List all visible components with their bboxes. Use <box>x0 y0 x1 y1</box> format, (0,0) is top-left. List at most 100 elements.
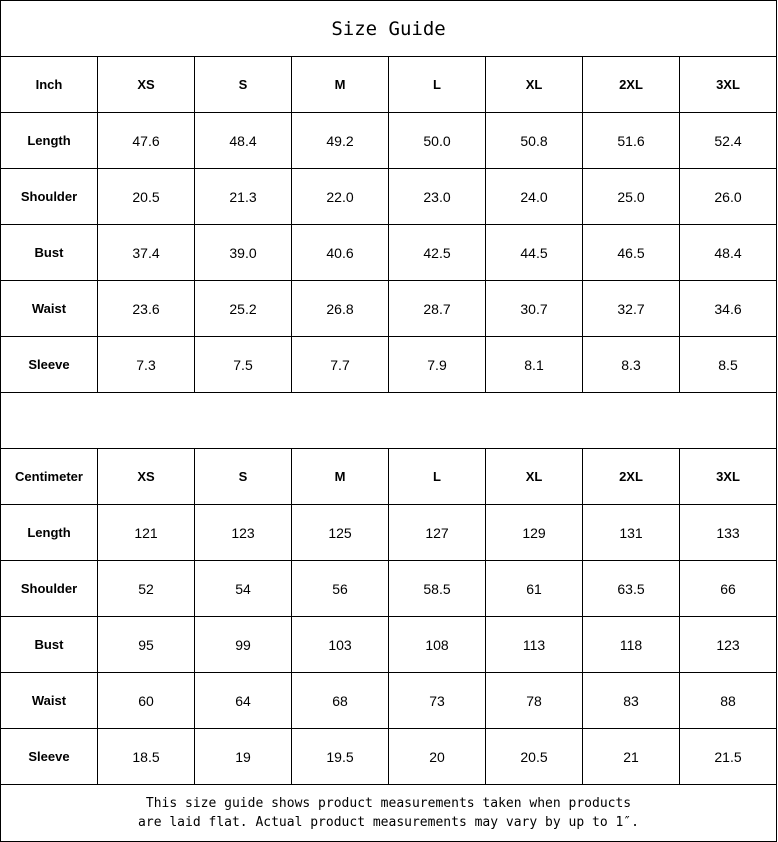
footer-note: This size guide shows product measuremen… <box>0 784 778 842</box>
header-row: Centimeter XS S M L XL 2XL 3XL <box>0 448 778 505</box>
row-label: Bust <box>0 224 98 281</box>
table-row: Bust 95 99 103 108 113 118 123 <box>0 616 778 673</box>
measurement-cell: 18.5 <box>97 728 195 785</box>
measurement-cell: 7.9 <box>388 336 486 393</box>
measurement-cell: 121 <box>97 504 195 561</box>
measurement-cell: 8.1 <box>485 336 583 393</box>
measurement-cell: 113 <box>485 616 583 673</box>
measurement-cell: 73 <box>388 672 486 729</box>
measurement-cell: 51.6 <box>582 112 680 169</box>
measurement-cell: 50.8 <box>485 112 583 169</box>
measurement-cell: 21.5 <box>678 728 778 785</box>
measurement-cell: 26.0 <box>678 168 778 225</box>
size-header: L <box>388 448 486 505</box>
measurement-cell: 61 <box>485 560 583 617</box>
measurement-cell: 21 <box>582 728 680 785</box>
page-title: Size Guide <box>0 0 778 57</box>
measurement-cell: 52 <box>97 560 195 617</box>
spacer-cell <box>0 392 778 449</box>
spacer-row <box>0 392 778 449</box>
measurement-cell: 48.4 <box>678 224 778 281</box>
measurement-cell: 47.6 <box>97 112 195 169</box>
table-row: Shoulder 20.5 21.3 22.0 23.0 24.0 25.0 26.0 <box>0 168 778 225</box>
measurement-cell: 22.0 <box>291 168 389 225</box>
measurement-cell: 21.3 <box>194 168 292 225</box>
row-label: Waist <box>0 672 98 729</box>
measurement-cell: 95 <box>97 616 195 673</box>
measurement-cell: 19 <box>194 728 292 785</box>
measurement-cell: 23.6 <box>97 280 195 337</box>
row-label: Shoulder <box>0 560 98 617</box>
measurement-cell: 20.5 <box>485 728 583 785</box>
size-header: S <box>194 448 292 505</box>
measurement-cell: 7.7 <box>291 336 389 393</box>
size-header: XS <box>97 448 195 505</box>
measurement-cell: 123 <box>194 504 292 561</box>
measurement-cell: 64 <box>194 672 292 729</box>
footer-line-2: are laid flat. Actual product measuremen… <box>138 815 639 830</box>
size-header: XL <box>485 448 583 505</box>
measurement-cell: 44.5 <box>485 224 583 281</box>
size-header: L <box>388 56 486 113</box>
size-header: 2XL <box>582 56 680 113</box>
table-row: Waist 23.6 25.2 26.8 28.7 30.7 32.7 34.6 <box>0 280 778 337</box>
title-row: Size Guide <box>0 0 778 57</box>
size-header: M <box>291 448 389 505</box>
measurement-cell: 28.7 <box>388 280 486 337</box>
measurement-cell: 34.6 <box>678 280 778 337</box>
size-header: XS <box>97 56 195 113</box>
measurement-cell: 129 <box>485 504 583 561</box>
size-header: 3XL <box>678 448 778 505</box>
measurement-cell: 49.2 <box>291 112 389 169</box>
measurement-cell: 8.3 <box>582 336 680 393</box>
measurement-cell: 127 <box>388 504 486 561</box>
measurement-cell: 118 <box>582 616 680 673</box>
measurement-cell: 48.4 <box>194 112 292 169</box>
table-row: Waist 60 64 68 73 78 83 88 <box>0 672 778 729</box>
size-header: M <box>291 56 389 113</box>
measurement-cell: 88 <box>678 672 778 729</box>
row-label: Sleeve <box>0 336 98 393</box>
measurement-cell: 39.0 <box>194 224 292 281</box>
unit-header: Centimeter <box>0 448 98 505</box>
row-label: Sleeve <box>0 728 98 785</box>
measurement-cell: 56 <box>291 560 389 617</box>
measurement-cell: 103 <box>291 616 389 673</box>
measurement-cell: 42.5 <box>388 224 486 281</box>
size-header: 3XL <box>678 56 778 113</box>
measurement-cell: 68 <box>291 672 389 729</box>
measurement-cell: 25.0 <box>582 168 680 225</box>
table-row: Length 47.6 48.4 49.2 50.0 50.8 51.6 52.4 <box>0 112 778 169</box>
measurement-cell: 99 <box>194 616 292 673</box>
table-row: Bust 37.4 39.0 40.6 42.5 44.5 46.5 48.4 <box>0 224 778 281</box>
row-label: Waist <box>0 280 98 337</box>
footer-row: This size guide shows product measuremen… <box>0 784 778 842</box>
measurement-cell: 60 <box>97 672 195 729</box>
size-header: XL <box>485 56 583 113</box>
measurement-cell: 20 <box>388 728 486 785</box>
measurement-cell: 50.0 <box>388 112 486 169</box>
measurement-cell: 20.5 <box>97 168 195 225</box>
measurement-cell: 25.2 <box>194 280 292 337</box>
measurement-cell: 78 <box>485 672 583 729</box>
measurement-cell: 83 <box>582 672 680 729</box>
measurement-cell: 58.5 <box>388 560 486 617</box>
row-label: Length <box>0 112 98 169</box>
row-label: Shoulder <box>0 168 98 225</box>
measurement-cell: 46.5 <box>582 224 680 281</box>
row-label: Length <box>0 504 98 561</box>
measurement-cell: 32.7 <box>582 280 680 337</box>
table-row: Sleeve 7.3 7.5 7.7 7.9 8.1 8.3 8.5 <box>0 336 778 393</box>
measurement-cell: 23.0 <box>388 168 486 225</box>
size-header: S <box>194 56 292 113</box>
measurement-cell: 24.0 <box>485 168 583 225</box>
measurement-cell: 123 <box>678 616 778 673</box>
footer-line-1: This size guide shows product measuremen… <box>145 796 632 811</box>
measurement-cell: 8.5 <box>678 336 778 393</box>
measurement-cell: 7.3 <box>97 336 195 393</box>
measurement-cell: 52.4 <box>678 112 778 169</box>
measurement-cell: 66 <box>678 560 778 617</box>
measurement-cell: 125 <box>291 504 389 561</box>
measurement-cell: 19.5 <box>291 728 389 785</box>
